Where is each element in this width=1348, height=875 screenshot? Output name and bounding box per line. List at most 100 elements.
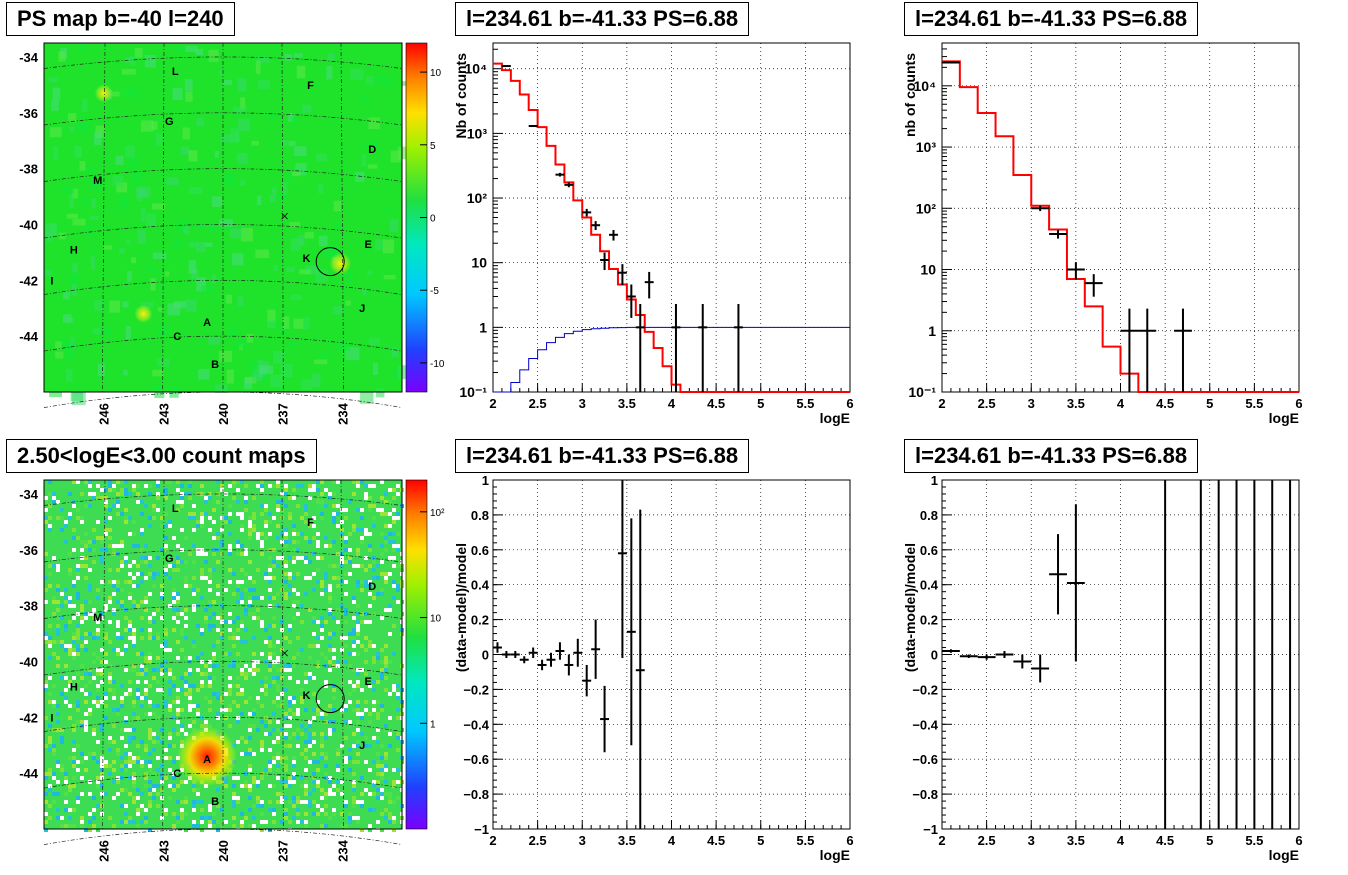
count-pixel xyxy=(156,508,160,512)
ps-pixel xyxy=(293,53,303,58)
count-pixel xyxy=(284,492,288,496)
count-pixel xyxy=(344,620,348,624)
count-pixel xyxy=(128,740,132,744)
count-pixel xyxy=(168,736,172,740)
ps-pixel xyxy=(115,155,124,165)
ps-pixel xyxy=(116,182,128,193)
count-pixel xyxy=(44,516,48,520)
count-pixel xyxy=(236,588,240,592)
count-pixel xyxy=(168,564,172,568)
count-pixel xyxy=(384,808,388,812)
ps-pixel xyxy=(269,194,276,203)
y-tick-label: 1 xyxy=(931,473,938,488)
count-pixel xyxy=(332,708,336,712)
count-pixel xyxy=(220,700,224,704)
count-pixel xyxy=(172,788,176,792)
count-pixel xyxy=(264,724,268,728)
count-pixel xyxy=(136,696,140,700)
count-pixel xyxy=(60,616,64,620)
count-pixel xyxy=(368,580,372,584)
count-pixel xyxy=(384,548,388,552)
ps-pixel xyxy=(124,87,138,97)
count-pixel xyxy=(352,800,356,804)
ps-pixel xyxy=(368,117,380,130)
count-pixel xyxy=(112,824,116,828)
ps-pixel xyxy=(229,228,243,239)
count-pixel xyxy=(56,568,60,572)
count-pixel xyxy=(188,656,192,660)
count-pixel xyxy=(80,820,84,824)
count-pixel xyxy=(104,716,108,720)
count-pixel xyxy=(280,484,284,488)
count-pixel xyxy=(320,556,324,560)
count-pixel xyxy=(364,584,368,588)
count-pixel xyxy=(336,808,340,812)
count-pixel xyxy=(152,620,156,624)
count-pixel xyxy=(112,768,116,772)
count-pixel xyxy=(288,700,292,704)
ps-pixel xyxy=(244,378,252,390)
count-pixel xyxy=(128,776,132,780)
count-pixel xyxy=(288,572,292,576)
count-pixel xyxy=(152,572,156,576)
count-pixel xyxy=(384,580,388,584)
count-pixel xyxy=(240,820,244,824)
count-pixel xyxy=(120,528,124,532)
count-pixel xyxy=(308,608,312,612)
count-pixel xyxy=(76,592,80,596)
count-pixel xyxy=(116,600,120,604)
count-pixel xyxy=(56,628,60,632)
count-pixel xyxy=(364,580,368,584)
count-pixel xyxy=(160,672,164,676)
count-pixel xyxy=(108,688,112,692)
count-pixel xyxy=(80,760,84,764)
count-pixel xyxy=(320,756,324,760)
count-pixel xyxy=(276,500,280,504)
count-pixel xyxy=(132,680,136,684)
count-pixel xyxy=(200,828,204,832)
count-pixel xyxy=(68,756,72,760)
ps-pixel xyxy=(369,338,381,346)
count-pixel xyxy=(288,696,292,700)
count-pixel xyxy=(100,580,104,584)
source-label: F xyxy=(307,517,314,529)
count-pixel xyxy=(272,680,276,684)
ps-pixel xyxy=(74,146,82,158)
count-pixel xyxy=(160,616,164,620)
count-pixel xyxy=(148,628,152,632)
count-pixel xyxy=(328,788,332,792)
count-pixel xyxy=(272,516,276,520)
count-pixel xyxy=(296,756,300,760)
count-pixel xyxy=(272,640,276,644)
count-pixel xyxy=(192,608,196,612)
count-pixel xyxy=(376,592,380,596)
count-pixel xyxy=(128,592,132,596)
count-pixel xyxy=(268,520,272,524)
x-tick-label: 4.5 xyxy=(707,396,725,411)
count-pixel xyxy=(208,564,212,568)
count-pixel xyxy=(396,796,400,800)
count-pixel xyxy=(268,512,272,516)
count-pixel xyxy=(308,576,312,580)
count-pixel xyxy=(56,624,60,628)
ps-pixel xyxy=(128,155,139,168)
count-pixel xyxy=(304,788,308,792)
count-pixel xyxy=(300,708,304,712)
count-pixel xyxy=(176,688,180,692)
count-pixel xyxy=(104,708,108,712)
colorbar-label: -10 xyxy=(430,359,445,370)
count-pixel xyxy=(172,588,176,592)
count-pixel xyxy=(388,660,392,664)
count-pixel xyxy=(160,688,164,692)
count-pixel xyxy=(132,756,136,760)
count-pixel xyxy=(264,676,268,680)
count-pixel xyxy=(312,484,316,488)
count-pixel xyxy=(96,632,100,636)
count-pixel xyxy=(372,560,376,564)
count-pixel xyxy=(296,680,300,684)
y-tick-label: 0 xyxy=(931,648,938,663)
count-pixel xyxy=(376,780,380,784)
count-pixel xyxy=(204,688,208,692)
ps-pixel xyxy=(126,239,131,245)
count-pixel xyxy=(328,544,332,548)
